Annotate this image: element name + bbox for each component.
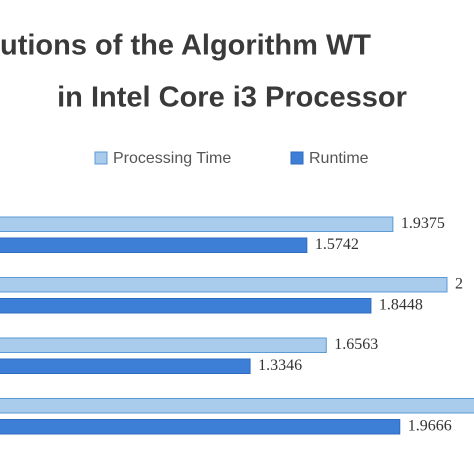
- bar: [0, 398, 474, 414]
- bar: [0, 358, 251, 374]
- data-label: 1.6563: [334, 336, 378, 353]
- data-label: 1.3346: [258, 357, 302, 374]
- bar: [0, 298, 372, 314]
- legend-swatch: [290, 151, 304, 165]
- bar: [0, 419, 401, 435]
- legend-label: Runtime: [309, 150, 369, 167]
- chart-title: in Intel Core i3 Processor: [57, 82, 407, 114]
- bar: [0, 216, 394, 232]
- data-label: 1.9375: [401, 215, 445, 232]
- data-label: 2: [455, 275, 463, 292]
- data-label: 1.5742: [315, 236, 359, 253]
- chart-title: utions of the Algorithm WT: [0, 30, 371, 62]
- legend-label: Processing Time: [113, 150, 231, 167]
- bar: [0, 237, 308, 253]
- bar: [0, 337, 327, 353]
- data-label: 1.9666: [408, 417, 452, 434]
- data-label: 1.8448: [379, 296, 423, 313]
- bar: [0, 277, 448, 293]
- legend-swatch: [94, 151, 108, 165]
